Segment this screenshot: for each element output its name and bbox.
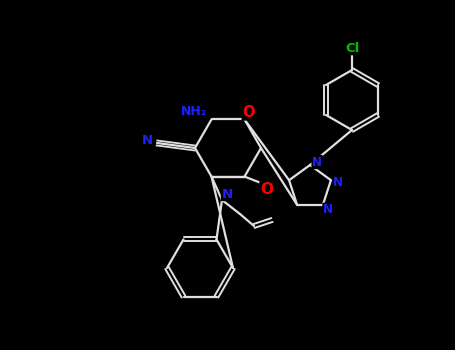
Text: N: N — [323, 203, 333, 216]
Text: N: N — [142, 134, 152, 147]
Text: N: N — [333, 176, 343, 189]
Text: N: N — [222, 188, 233, 201]
Text: O: O — [260, 182, 273, 197]
Text: N: N — [312, 155, 322, 168]
Text: Cl: Cl — [345, 42, 359, 55]
Text: O: O — [242, 105, 255, 120]
Text: NH₂: NH₂ — [181, 105, 207, 118]
